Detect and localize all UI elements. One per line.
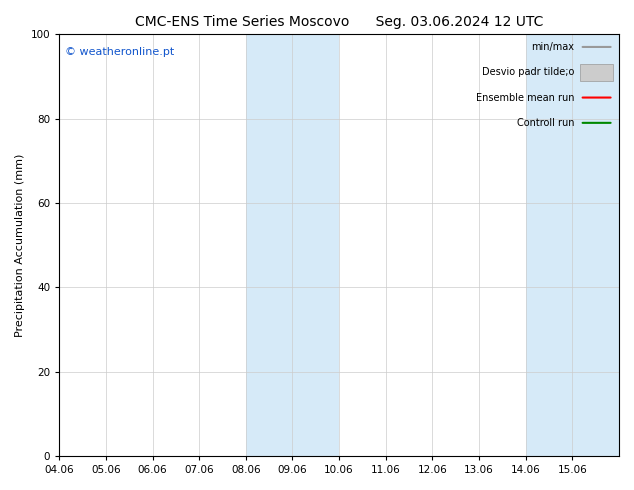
- Text: Ensemble mean run: Ensemble mean run: [476, 93, 574, 102]
- Title: CMC-ENS Time Series Moscovo      Seg. 03.06.2024 12 UTC: CMC-ENS Time Series Moscovo Seg. 03.06.2…: [135, 15, 543, 29]
- Bar: [246, 34, 292, 456]
- Y-axis label: Precipitation Accumulation (mm): Precipitation Accumulation (mm): [15, 153, 25, 337]
- Bar: [573, 34, 619, 456]
- Bar: [292, 34, 339, 456]
- Text: Controll run: Controll run: [517, 118, 574, 128]
- Bar: [526, 34, 573, 456]
- Text: Desvio padr tilde;o: Desvio padr tilde;o: [482, 67, 574, 77]
- Text: min/max: min/max: [531, 42, 574, 52]
- FancyBboxPatch shape: [580, 64, 614, 81]
- Text: © weatheronline.pt: © weatheronline.pt: [65, 47, 174, 57]
